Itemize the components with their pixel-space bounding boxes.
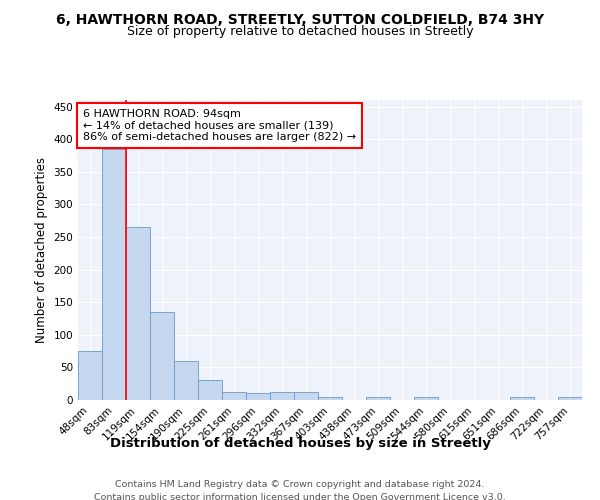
Text: 6 HAWTHORN ROAD: 94sqm
← 14% of detached houses are smaller (139)
86% of semi-de: 6 HAWTHORN ROAD: 94sqm ← 14% of detached… xyxy=(83,109,356,142)
Bar xyxy=(246,394,270,400)
Text: 6, HAWTHORN ROAD, STREETLY, SUTTON COLDFIELD, B74 3HY: 6, HAWTHORN ROAD, STREETLY, SUTTON COLDF… xyxy=(56,12,544,26)
Text: Distribution of detached houses by size in Streetly: Distribution of detached houses by size … xyxy=(110,438,490,450)
Bar xyxy=(270,392,294,400)
Bar xyxy=(510,396,534,400)
Text: Contains public sector information licensed under the Open Government Licence v3: Contains public sector information licen… xyxy=(94,492,506,500)
Text: Contains HM Land Registry data © Crown copyright and database right 2024.: Contains HM Land Registry data © Crown c… xyxy=(115,480,485,489)
Y-axis label: Number of detached properties: Number of detached properties xyxy=(35,157,48,343)
Bar xyxy=(294,392,318,400)
Bar xyxy=(174,361,198,400)
Bar xyxy=(126,227,150,400)
Bar xyxy=(222,392,246,400)
Bar xyxy=(150,312,174,400)
Bar xyxy=(366,396,390,400)
Bar xyxy=(78,351,102,400)
Bar xyxy=(414,396,438,400)
Bar xyxy=(558,396,582,400)
Bar xyxy=(102,149,126,400)
Text: Size of property relative to detached houses in Streetly: Size of property relative to detached ho… xyxy=(127,25,473,38)
Bar xyxy=(318,396,342,400)
Bar xyxy=(198,380,222,400)
